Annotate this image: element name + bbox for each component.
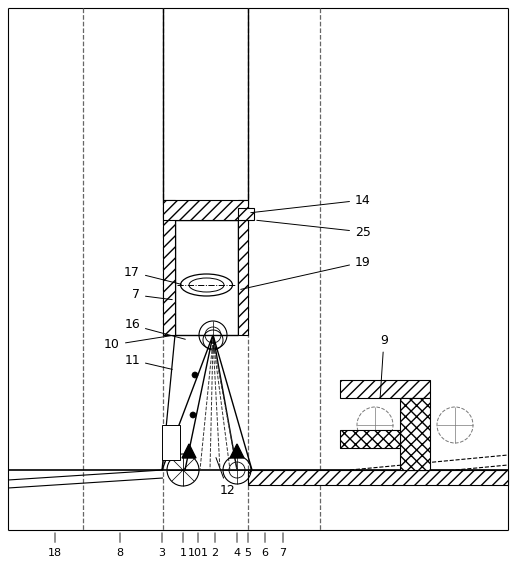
Bar bbox=[163, 200, 175, 335]
Text: 19: 19 bbox=[241, 255, 371, 289]
Text: 7: 7 bbox=[132, 289, 172, 301]
Bar bbox=[162, 425, 180, 460]
Text: 6: 6 bbox=[262, 533, 268, 558]
Text: 17: 17 bbox=[124, 265, 181, 285]
Text: 18: 18 bbox=[48, 533, 62, 558]
Circle shape bbox=[190, 412, 196, 418]
Text: 8: 8 bbox=[117, 533, 124, 558]
Text: 4: 4 bbox=[234, 533, 240, 558]
Bar bbox=[248, 470, 508, 485]
Text: 14: 14 bbox=[251, 194, 371, 213]
Text: 12: 12 bbox=[216, 458, 236, 497]
Bar bbox=[238, 208, 254, 220]
Text: 16: 16 bbox=[124, 318, 185, 339]
Bar bbox=[400, 398, 430, 470]
Text: 10: 10 bbox=[104, 335, 172, 352]
Text: 101: 101 bbox=[188, 533, 209, 558]
Text: 2: 2 bbox=[211, 533, 219, 558]
Bar bbox=[238, 200, 248, 335]
Text: 3: 3 bbox=[159, 533, 165, 558]
Text: 11: 11 bbox=[124, 353, 172, 370]
Text: 9: 9 bbox=[380, 333, 388, 397]
Circle shape bbox=[192, 372, 198, 378]
Text: 7: 7 bbox=[279, 533, 286, 558]
Text: 5: 5 bbox=[244, 533, 252, 558]
Bar bbox=[163, 200, 248, 220]
Polygon shape bbox=[182, 444, 196, 458]
Text: 25: 25 bbox=[257, 220, 371, 238]
Bar bbox=[340, 380, 430, 398]
Text: 1: 1 bbox=[180, 533, 186, 558]
Bar bbox=[340, 430, 400, 448]
Polygon shape bbox=[230, 444, 244, 458]
